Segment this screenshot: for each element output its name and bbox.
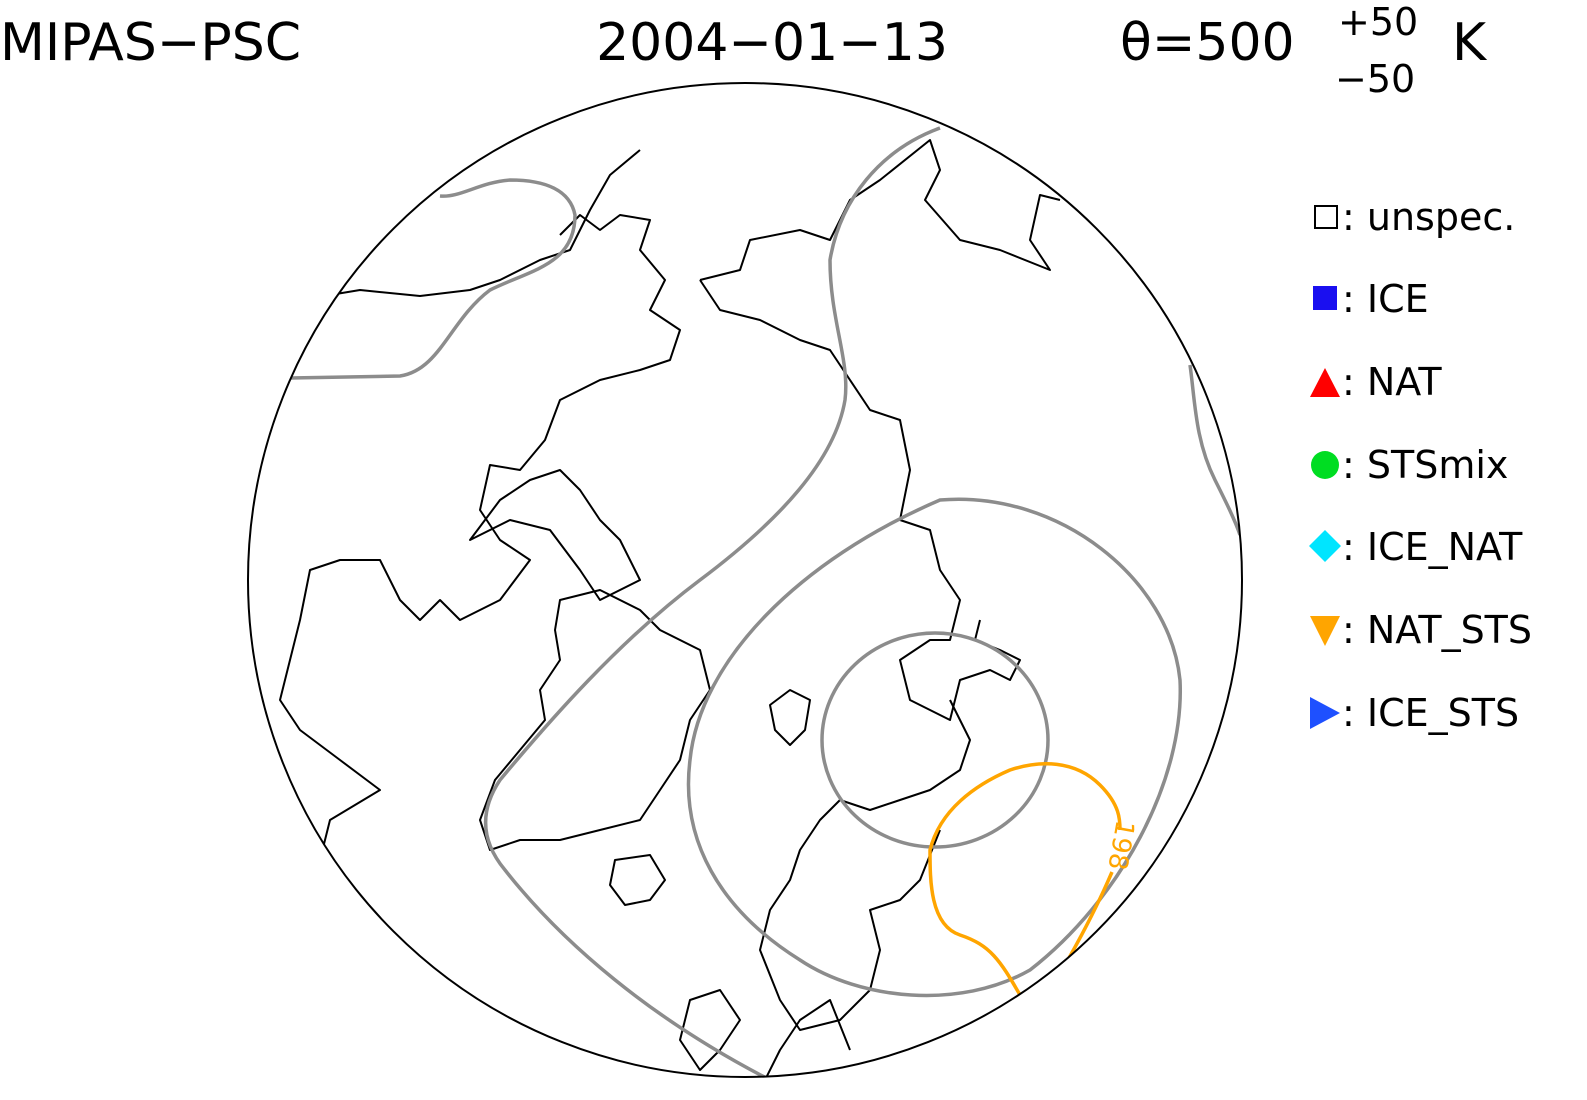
legend-label: : ICE_STS [1342,691,1519,735]
legend-label: : NAT [1342,360,1442,404]
legend-marker [1314,205,1338,229]
legend-marker [1310,368,1340,397]
map-boundary [247,82,1243,1078]
map-content: 198 [279,126,1242,1077]
legend: : unspec. : ICE : NAT : STSmix : ICE_NAT… [1309,195,1532,735]
legend-label: : STSmix [1342,443,1508,487]
title-theta-upper: +50 [1338,0,1418,44]
legend-label: : NAT_STS [1342,608,1532,652]
legend-label: : ICE_NAT [1342,525,1523,569]
title-theta-lower: −50 [1335,57,1415,101]
legend-label: : ICE [1342,277,1429,321]
legend-marker [1309,530,1341,562]
title-instrument: MIPAS−PSC [0,13,301,73]
legend-marker [1313,286,1337,310]
legend-marker [1310,616,1340,646]
title-theta: θ=500 [1120,13,1295,73]
contour-label: 198 [1101,818,1139,872]
title-unit: K [1452,13,1488,73]
contours: 198 [289,126,1242,1077]
coastlines [279,139,1061,1077]
legend-marker [1310,697,1340,729]
title-date: 2004−01−13 [596,13,948,73]
legend-label: : unspec. [1342,195,1515,239]
legend-marker [1311,451,1339,479]
